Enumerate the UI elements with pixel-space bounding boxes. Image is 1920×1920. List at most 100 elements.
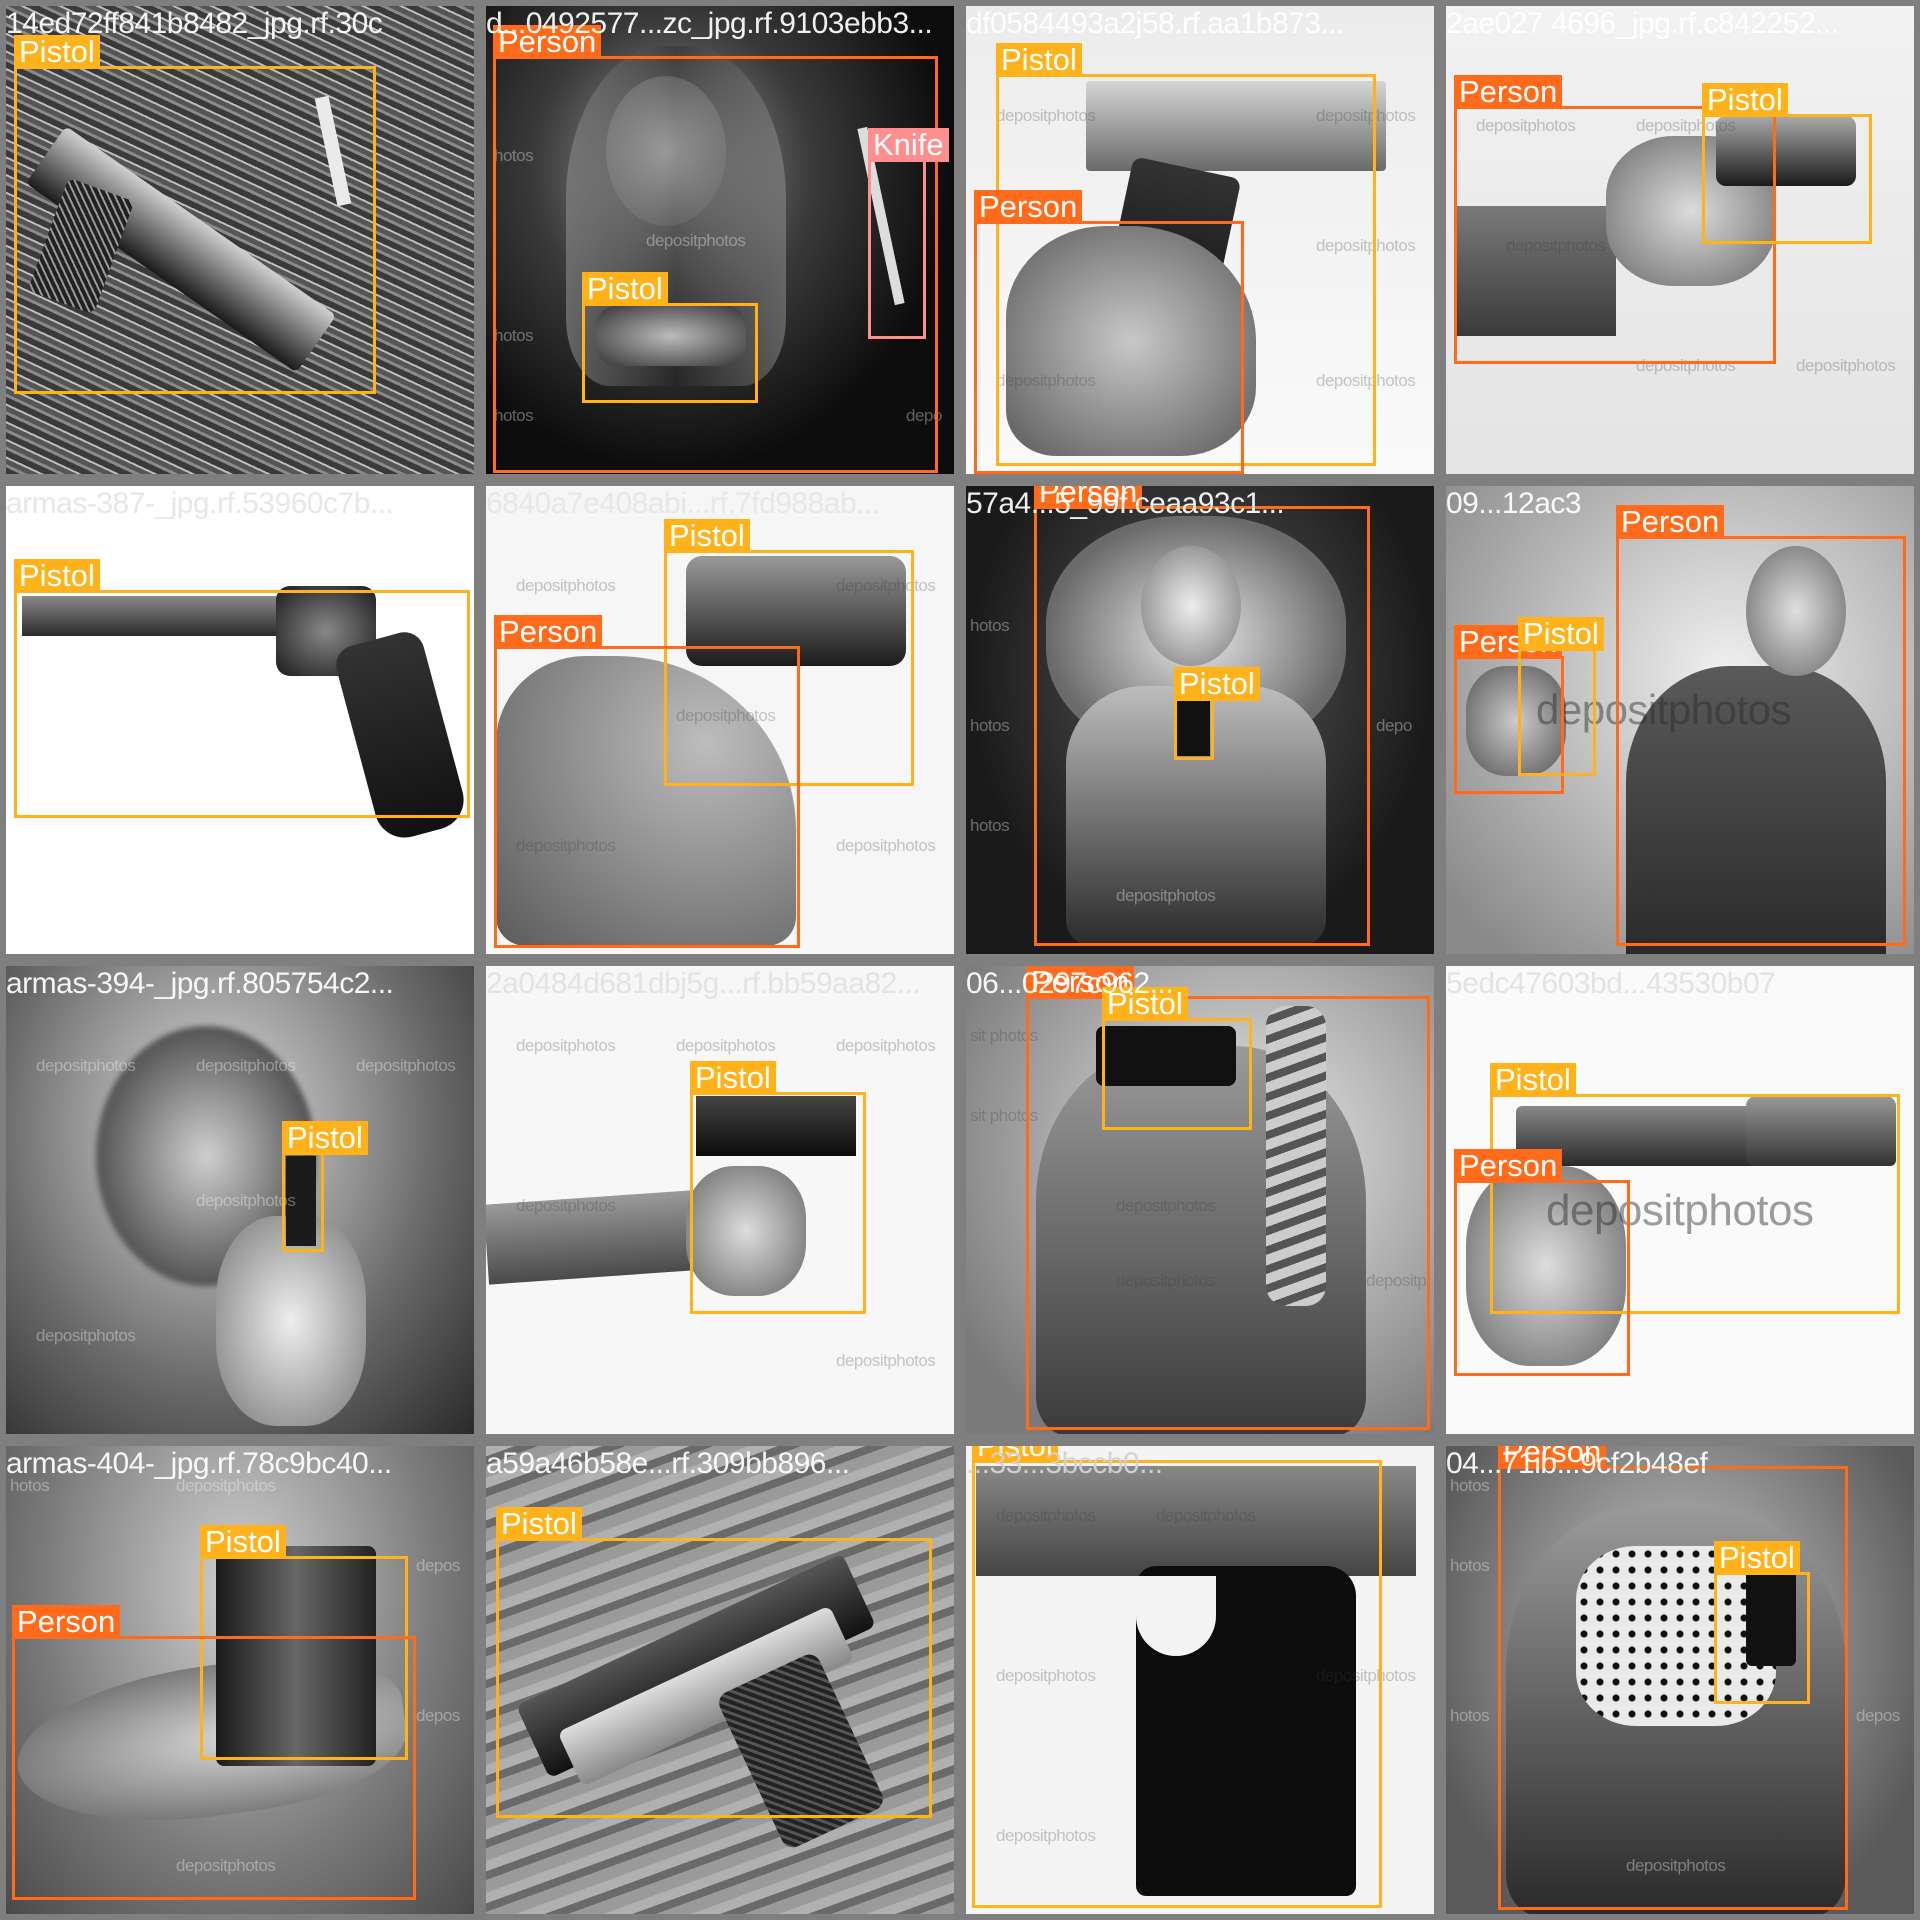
hand-with-pistol [1466, 666, 1566, 776]
box-label: Pistol [1490, 1063, 1576, 1097]
pistol-silhouette [286, 1156, 316, 1246]
watermark: depositphotos [646, 231, 746, 250]
watermark: depositphotos [1116, 1271, 1216, 1290]
tile-filename: 5edc47603bd...43530b07 [1446, 967, 1776, 1000]
watermark: depositphotos [996, 1826, 1096, 1845]
watermark: depositphotos [36, 1056, 136, 1075]
detection-box: Pistol [1702, 83, 1872, 244]
tile-4: depositphotos depositphotos depositphoto… [1446, 6, 1914, 474]
watermark: depositphotos [1316, 106, 1416, 125]
pistol-silhouette [1176, 696, 1210, 756]
detection-box: Person [494, 615, 800, 948]
watermark: depositphotos [1796, 356, 1896, 375]
pistol-silhouette [696, 1096, 856, 1156]
box-label: Pistol [1714, 1541, 1800, 1575]
watermark: depositphotos [1156, 1506, 1256, 1525]
pistol-slide [1086, 81, 1386, 171]
watermark: depositphotos [836, 576, 936, 595]
watermark: depositphotos [516, 836, 616, 855]
watermark: depositphotos [836, 1351, 936, 1370]
tile-16: hotos hotos hotos depositphotos depos Pe… [1446, 1446, 1914, 1914]
detection-box: Pistol [282, 1121, 368, 1252]
box-label: Pistol [200, 1525, 286, 1559]
watermark: hotos [494, 146, 534, 165]
box-label: Pistol [972, 1446, 1058, 1463]
watermark: depositphotos [1536, 686, 1792, 733]
detection-box: Pistol [1490, 1063, 1900, 1314]
box-label: Pistol [664, 519, 750, 553]
box-label: Person [1454, 1149, 1563, 1183]
watermark: hotos [494, 406, 534, 425]
detection-box: Pistol [1714, 1541, 1810, 1704]
tile-filename: 2ae027 4696_jpg.rf.c842252... [1446, 7, 1839, 40]
box-label: Pistol [1102, 987, 1188, 1021]
watermark: depositphotos [196, 1191, 296, 1210]
pistol-silhouette [1096, 1026, 1236, 1086]
watermark: depositphotos [836, 1036, 936, 1055]
watermark: depositphotos [176, 1856, 276, 1875]
box-label: Pistol [582, 272, 668, 306]
detection-box: Pistol [496, 1507, 932, 1818]
tile-3: depositphotos depositphotos depositphoto… [966, 6, 1434, 474]
watermark: depositphotos [1316, 236, 1416, 255]
watermark: depositphotos [996, 1506, 1096, 1525]
woman-face [1141, 546, 1241, 666]
detection-box: Knife [868, 128, 949, 339]
tile-filename: ...33...3bccb0... [966, 1447, 1163, 1480]
watermark: depositphotos [516, 576, 616, 595]
detection-box: Pistol [996, 43, 1376, 466]
detection-box: Person [974, 190, 1244, 474]
pistol-silhouette [216, 1546, 376, 1766]
tile-filename: 57a4...5_99f.ceaa93c1... [966, 487, 1285, 520]
tile-filename: 09...12ac3 [1446, 487, 1582, 520]
watermark: hotos [1450, 1706, 1490, 1725]
watermark: depositphotos [676, 1036, 776, 1055]
detection-box: Pistol [1518, 617, 1604, 776]
tile-filename: armas-387-_jpg.rf.53960c7b... [6, 487, 394, 520]
detection-box: Pistol [200, 1525, 408, 1760]
box-label: Person [493, 25, 602, 59]
tile-filename: d...0492577...zc_jpg.rf.9103ebb3... [486, 7, 933, 40]
tile-filename: df0584493a2j58.rf.aa1b873... [966, 7, 1345, 40]
box-label: Pistol [14, 35, 100, 69]
man-head [1746, 546, 1846, 676]
detection-box: Pistol [14, 35, 376, 394]
box-label: Person [1034, 486, 1143, 509]
tile-2: depositphotos hotos hotos hotos depo Per… [486, 6, 954, 474]
tile-filename: 2a0484d681dbj5g...rf.bb59aa82... [486, 967, 921, 1000]
box-label: Person [494, 615, 603, 649]
watermark: depo [906, 406, 942, 425]
watermark: depositphotos [676, 706, 776, 725]
box-label: Pistol [996, 43, 1082, 77]
watermark: depositphotos [1546, 1186, 1814, 1235]
watermark: depositphotos [1316, 371, 1416, 390]
watermark: depositphotos [356, 1056, 456, 1075]
box-label: Pistol [282, 1121, 368, 1155]
detection-box: Pistol [1174, 667, 1260, 760]
watermark: depositphotos [196, 1056, 296, 1075]
tile-filename: a59a46b58e...rf.309bb896... [486, 1447, 850, 1480]
braid [1266, 1006, 1326, 1306]
watermark: hotos [970, 816, 1010, 835]
box-label: Pistol [496, 1507, 582, 1541]
tile-11: sit photos sit photos depositphotos depo… [966, 966, 1434, 1434]
box-label: Pistol [1174, 667, 1260, 701]
watermark: depositphotos [836, 836, 936, 855]
tile-8: depositphotos Person Person Pistol 09...… [1446, 486, 1914, 954]
watermark: hotos [1450, 1476, 1490, 1495]
watermark: depositphotos [996, 371, 1096, 390]
suppressor [1746, 1096, 1896, 1166]
detection-box: Pistol [690, 1061, 866, 1314]
watermark: depositphotos [1626, 1856, 1726, 1875]
detection-box: Person [1026, 966, 1430, 1430]
pistol-silhouette [596, 306, 746, 366]
detection-box: Person [1498, 1446, 1848, 1910]
hand [686, 1166, 806, 1296]
detection-box: Pistol [664, 519, 914, 786]
detection-box: Pistol [14, 559, 470, 818]
tile-6: depositphotos depositphotos depositphoto… [486, 486, 954, 954]
tile-10: depositphotos depositphotos depositphoto… [486, 966, 954, 1434]
watermark: depos [1856, 1706, 1900, 1725]
box-label: Person [12, 1605, 121, 1639]
revolver-silhouette [1716, 116, 1856, 186]
